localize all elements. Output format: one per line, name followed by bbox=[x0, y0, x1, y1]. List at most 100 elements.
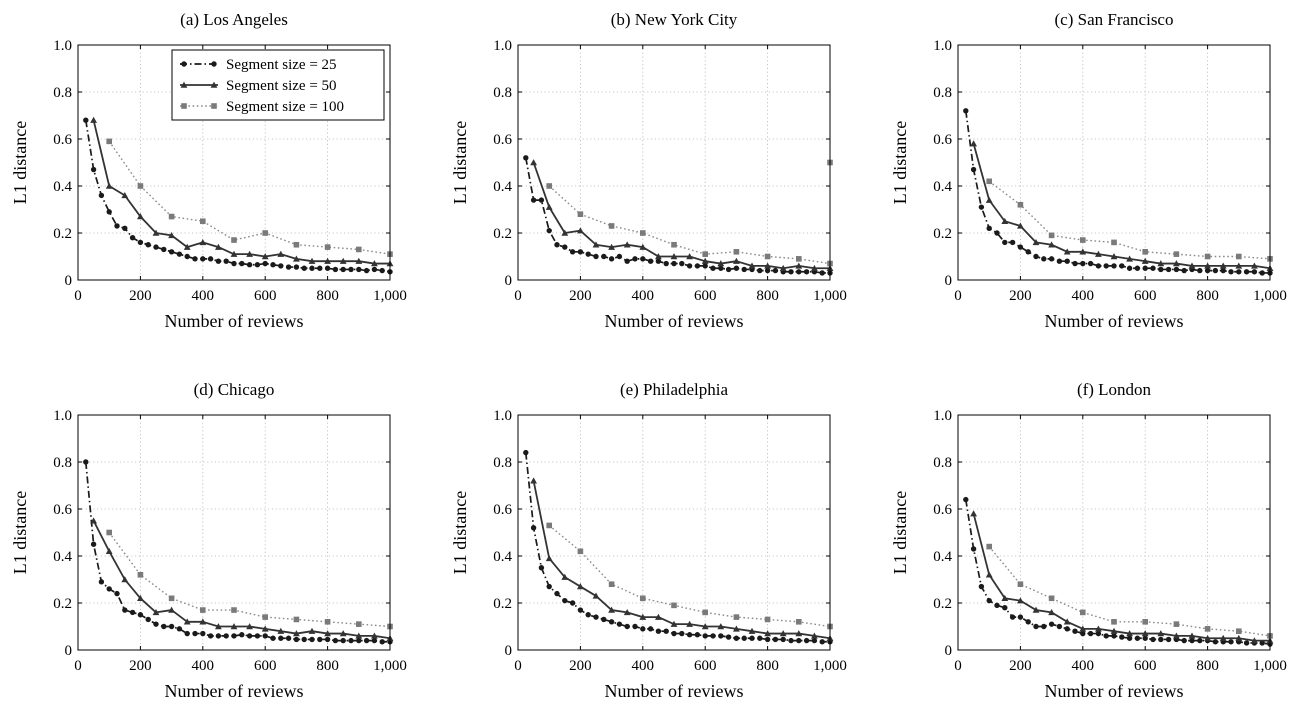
data-point bbox=[1002, 239, 1008, 246]
y-tick-label: 0.2 bbox=[493, 226, 512, 242]
series-triangle bbox=[530, 159, 834, 271]
data-point bbox=[647, 258, 654, 264]
chart-title: (d) Chicago bbox=[194, 380, 275, 399]
data-point bbox=[262, 614, 268, 620]
data-point bbox=[757, 635, 763, 641]
data-point bbox=[592, 592, 600, 599]
data-point bbox=[1259, 270, 1265, 276]
data-point bbox=[710, 265, 716, 271]
data-point bbox=[200, 607, 206, 613]
data-point bbox=[624, 258, 630, 264]
data-point bbox=[106, 586, 112, 592]
data-point bbox=[1150, 265, 1156, 271]
data-point bbox=[371, 266, 378, 273]
data-point bbox=[90, 166, 97, 173]
series-line bbox=[92, 520, 391, 640]
data-point bbox=[1032, 239, 1040, 246]
data-point bbox=[546, 583, 552, 590]
data-point bbox=[694, 263, 701, 269]
data-point bbox=[1142, 619, 1148, 625]
chart-title: (a) Los Angeles bbox=[180, 10, 288, 29]
data-point bbox=[764, 616, 771, 623]
data-point bbox=[324, 636, 331, 643]
data-point bbox=[1079, 625, 1087, 632]
data-point bbox=[616, 253, 623, 260]
y-tick-label: 0.6 bbox=[53, 502, 72, 518]
data-point bbox=[530, 159, 537, 166]
data-point bbox=[168, 231, 175, 239]
data-point bbox=[1212, 639, 1219, 645]
data-point bbox=[1173, 632, 1180, 639]
data-point bbox=[277, 250, 285, 257]
data-point bbox=[215, 258, 222, 264]
y-tick-label: 0.2 bbox=[933, 226, 952, 242]
x-axis-label: Number of reviews bbox=[165, 311, 304, 331]
x-tick-label: 400 bbox=[632, 288, 655, 304]
data-point bbox=[183, 243, 191, 250]
data-point bbox=[593, 253, 599, 260]
data-point bbox=[733, 257, 740, 264]
data-point bbox=[1009, 239, 1016, 246]
data-point bbox=[819, 270, 825, 276]
data-point bbox=[246, 633, 253, 639]
plot-frame bbox=[957, 414, 1271, 651]
data-point bbox=[1064, 258, 1070, 264]
chart-panel-4: 0 200 400 600 800 1,000 0 0.2 0.4 0.6 0.8 1.0 (d) Ch… bbox=[10, 380, 407, 701]
data-point bbox=[348, 637, 354, 644]
data-point bbox=[639, 243, 647, 250]
data-point bbox=[561, 573, 569, 580]
data-point bbox=[1041, 623, 1047, 630]
chart-title: (f) London bbox=[1077, 380, 1152, 399]
data-point bbox=[152, 229, 160, 236]
data-point bbox=[1048, 609, 1055, 616]
x-tick-label: 800 bbox=[756, 658, 779, 674]
data-point bbox=[270, 635, 276, 641]
data-point bbox=[718, 633, 724, 639]
data-point bbox=[207, 633, 214, 639]
data-point bbox=[1243, 269, 1250, 275]
x-tick-label: 0 bbox=[954, 658, 962, 674]
x-tick-label: 400 bbox=[1072, 288, 1095, 304]
data-point bbox=[1017, 597, 1024, 604]
y-tick-label: 0.6 bbox=[933, 132, 952, 148]
legend-marker bbox=[181, 61, 187, 67]
data-point bbox=[215, 243, 222, 250]
data-point bbox=[262, 230, 268, 236]
data-point bbox=[1017, 244, 1024, 250]
data-point bbox=[632, 256, 638, 262]
data-point bbox=[199, 618, 207, 625]
series-line bbox=[988, 546, 1271, 637]
y-tick-label: 0.8 bbox=[53, 455, 72, 471]
y-tick-label: 0 bbox=[65, 643, 73, 659]
data-point bbox=[371, 637, 378, 644]
data-point bbox=[569, 249, 576, 255]
data-point bbox=[671, 630, 677, 637]
data-point bbox=[970, 510, 977, 517]
x-tick-label: 400 bbox=[1072, 658, 1095, 674]
data-point bbox=[261, 253, 269, 260]
x-tick-label: 800 bbox=[1196, 658, 1219, 674]
y-tick-label: 0.6 bbox=[53, 132, 72, 148]
x-tick-label: 400 bbox=[632, 658, 655, 674]
data-point bbox=[278, 263, 284, 269]
data-point bbox=[261, 625, 269, 632]
data-point bbox=[592, 241, 600, 248]
data-point bbox=[803, 269, 810, 275]
data-point bbox=[1025, 619, 1031, 625]
data-point bbox=[608, 581, 615, 587]
legend-marker bbox=[211, 61, 217, 67]
data-point bbox=[153, 244, 159, 250]
data-point bbox=[530, 477, 537, 484]
data-point bbox=[1228, 269, 1234, 275]
data-point bbox=[183, 618, 191, 625]
data-point bbox=[356, 246, 362, 253]
chart-panel-6: 0 200 400 600 800 1,000 0 0.2 0.4 0.6 0.8 1.0 (f) Lo… bbox=[890, 380, 1287, 701]
series-line bbox=[532, 480, 831, 640]
data-point bbox=[538, 197, 545, 203]
data-point bbox=[1157, 630, 1165, 637]
data-point bbox=[137, 594, 144, 602]
y-tick-label: 0 bbox=[945, 643, 953, 659]
data-point bbox=[145, 242, 151, 248]
data-point bbox=[137, 612, 144, 618]
data-point bbox=[90, 541, 97, 547]
